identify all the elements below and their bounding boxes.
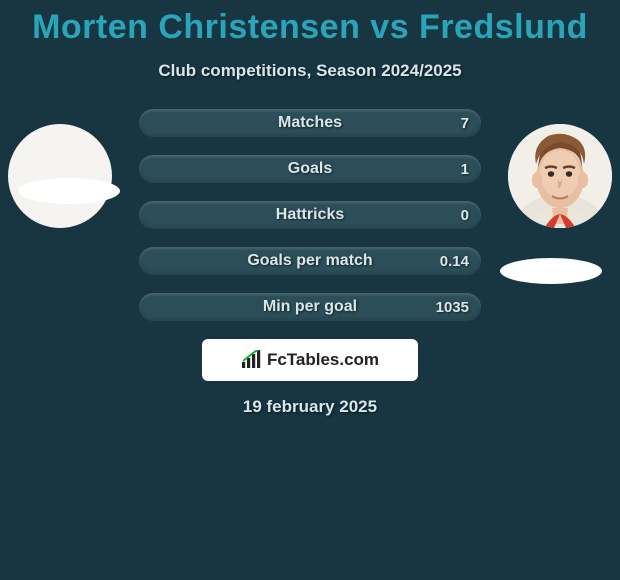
stat-value-right: 1 [461, 161, 469, 178]
comparison-card: Morten Christensen vs Fredslund Club com… [0, 0, 620, 580]
stat-label: Hattricks [276, 206, 344, 224]
stat-row: Min per goal 1035 [139, 293, 481, 321]
player-left-avatar [8, 124, 112, 228]
stat-value-right: 7 [461, 115, 469, 132]
stat-row: Hattricks 0 [139, 201, 481, 229]
stat-label: Goals [288, 160, 332, 178]
stat-row: Matches 7 [139, 109, 481, 137]
stat-label: Min per goal [263, 298, 357, 316]
stats-list: Matches 7 Goals 1 Hattricks 0 Goals per match 0… [139, 109, 481, 321]
player-right-avatar [508, 124, 612, 228]
player-right-name-pill [500, 258, 602, 284]
brand-badge: FcTables.com [202, 339, 418, 381]
stat-label: Goals per match [247, 252, 372, 270]
comparison-subtitle: Club competitions, Season 2024/2025 [0, 61, 620, 81]
stat-label: Matches [278, 114, 342, 132]
stat-value-right: 0 [461, 207, 469, 224]
stat-value-right: 0.14 [440, 253, 469, 270]
stat-row: Goals per match 0.14 [139, 247, 481, 275]
comparison-title: Morten Christensen vs Fredslund [0, 0, 620, 47]
stat-row: Goals 1 [139, 155, 481, 183]
brand-bars-icon [241, 350, 263, 370]
comparison-date: 19 february 2025 [0, 397, 620, 417]
brand-text: FcTables.com [267, 350, 379, 370]
player-left-name-pill [18, 178, 120, 204]
stat-value-right: 1035 [436, 299, 469, 316]
